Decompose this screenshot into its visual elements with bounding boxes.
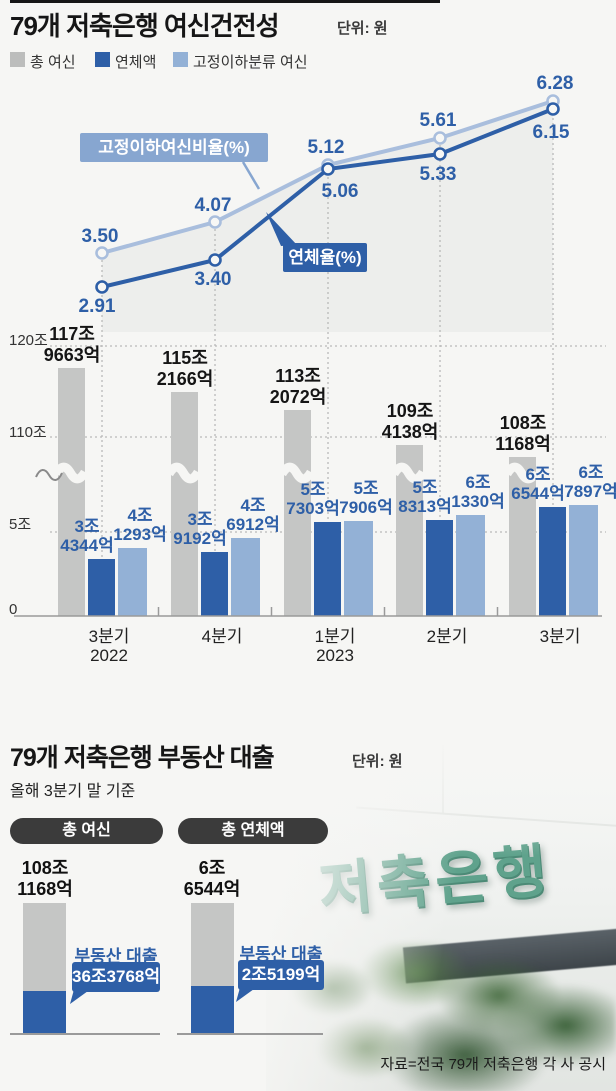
pill-total-overdue: 총 연체액	[178, 818, 328, 844]
x-label-2: 1분기	[314, 627, 356, 646]
bottom-chart-title: 79개 저축은행 부동산 대출	[10, 744, 275, 772]
y-tick-5: 5조	[9, 516, 32, 533]
npl-value-0: 3.50	[81, 226, 119, 247]
bottom-bar-total-loans	[23, 903, 66, 1034]
substandard-bars	[118, 505, 598, 616]
overdue-label-0: 3조 4344억	[60, 517, 114, 555]
y-tick-110: 110조	[9, 424, 47, 441]
bottom-chart-subtitle: 올해 3분기 말 기준	[10, 783, 136, 800]
bottom-bar-total-overdue	[191, 903, 234, 1034]
delinquency-value-4: 6.15	[532, 122, 570, 143]
delinquency-value-3: 5.33	[419, 164, 457, 185]
bottom-total-label-0: 108조 1168억	[17, 858, 73, 899]
pill-total-loans: 총 여신	[10, 818, 163, 844]
legend-label-overdue: 연체액	[115, 54, 157, 71]
npl-value-2: 5.12	[307, 137, 345, 158]
substandard-label-4: 6조 7897억	[564, 463, 616, 501]
npl-value-1: 4.07	[194, 195, 232, 216]
legend-swatch-substandard	[173, 52, 188, 67]
legend-label-substandard: 고정이하분류 여신	[193, 54, 308, 71]
top-rule	[10, 0, 440, 3]
overdue-label-2: 5조 7303억	[286, 480, 340, 518]
delinquency-value-1: 3.40	[194, 269, 232, 290]
legend-label-total: 총 여신	[30, 54, 76, 71]
bottom-baseline-0	[10, 1033, 160, 1035]
overdue-bars	[88, 507, 566, 616]
total-label-2: 113조 2072억	[269, 366, 327, 407]
bottom-total-label-1: 6조 6544억	[183, 858, 241, 899]
bottom-baseline-1	[177, 1033, 323, 1035]
x-label-0: 3분기	[88, 627, 130, 646]
total-label-3: 109조 4138억	[381, 401, 439, 442]
x-year-2023: 2023	[316, 646, 354, 665]
npl-ratio-label-box: 고정이하여신비율(%)	[80, 133, 268, 162]
callout-tail-1	[236, 989, 254, 1002]
real-estate-callout-label-1: 부동산 대출	[239, 945, 323, 964]
callout-tails	[241, 161, 297, 246]
top-chart-unit: 단위: 원	[337, 20, 388, 37]
photo-fade-overlay	[266, 745, 616, 1091]
delinquency-label-box: 연체율(%)	[283, 243, 367, 272]
callout-tail-0	[70, 991, 88, 1004]
bottom-chart-unit: 단위: 원	[352, 753, 403, 770]
real-estate-callout-value-0: 36조3768억	[72, 962, 160, 992]
building-photo: 저축은행	[266, 745, 616, 1091]
legend-swatch-total	[10, 52, 25, 67]
x-label-1: 4분기	[201, 627, 243, 646]
overdue-label-4: 6조 6544억	[511, 465, 565, 503]
real-estate-portion-1	[191, 986, 234, 1034]
total-label-1: 115조 2166억	[156, 348, 214, 389]
combo-chart-canvas	[14, 94, 606, 617]
top-chart-title: 79개 저축은행 여신건전성	[10, 11, 280, 41]
x-label-3: 2분기	[426, 627, 468, 646]
overdue-label-3: 5조 8313억	[398, 478, 452, 516]
npl-value-4: 6.28	[536, 73, 574, 94]
source-credit: 자료=전국 79개 저축은행 각 사 공시	[380, 1056, 606, 1073]
y-tick-120: 120조	[9, 332, 48, 349]
y-tick-0: 0	[9, 601, 18, 618]
real-estate-callout-value-1: 2조5199억	[238, 960, 324, 990]
axis-break-waves	[52, 462, 540, 484]
total-label-0: 117조 9663억	[43, 324, 101, 365]
real-estate-portion-0	[23, 991, 66, 1034]
y-axis-break-squiggle	[35, 469, 63, 481]
real-estate-callout-label-0: 부동산 대출	[74, 947, 158, 966]
delinquency-value-0: 2.91	[78, 296, 116, 317]
delinquency-line	[95, 102, 560, 294]
total-loan-bars	[58, 368, 536, 616]
substandard-label-3: 6조 1330억	[451, 473, 505, 511]
x-label-4: 3분기	[539, 627, 581, 646]
npl-value-3: 5.61	[419, 110, 457, 131]
legend-swatch-overdue	[95, 52, 110, 67]
overdue-label-1: 3조 9192억	[173, 510, 227, 548]
x-axis	[14, 607, 602, 617]
substandard-label-1: 4조 6912억	[226, 496, 280, 534]
x-year-2022: 2022	[90, 646, 128, 665]
total-label-4: 108조 1168억	[495, 413, 551, 454]
substandard-label-2: 5조 7906억	[339, 479, 393, 517]
substandard-label-0: 4조 1293억	[113, 506, 167, 544]
delinquency-value-2: 5.06	[321, 181, 359, 202]
